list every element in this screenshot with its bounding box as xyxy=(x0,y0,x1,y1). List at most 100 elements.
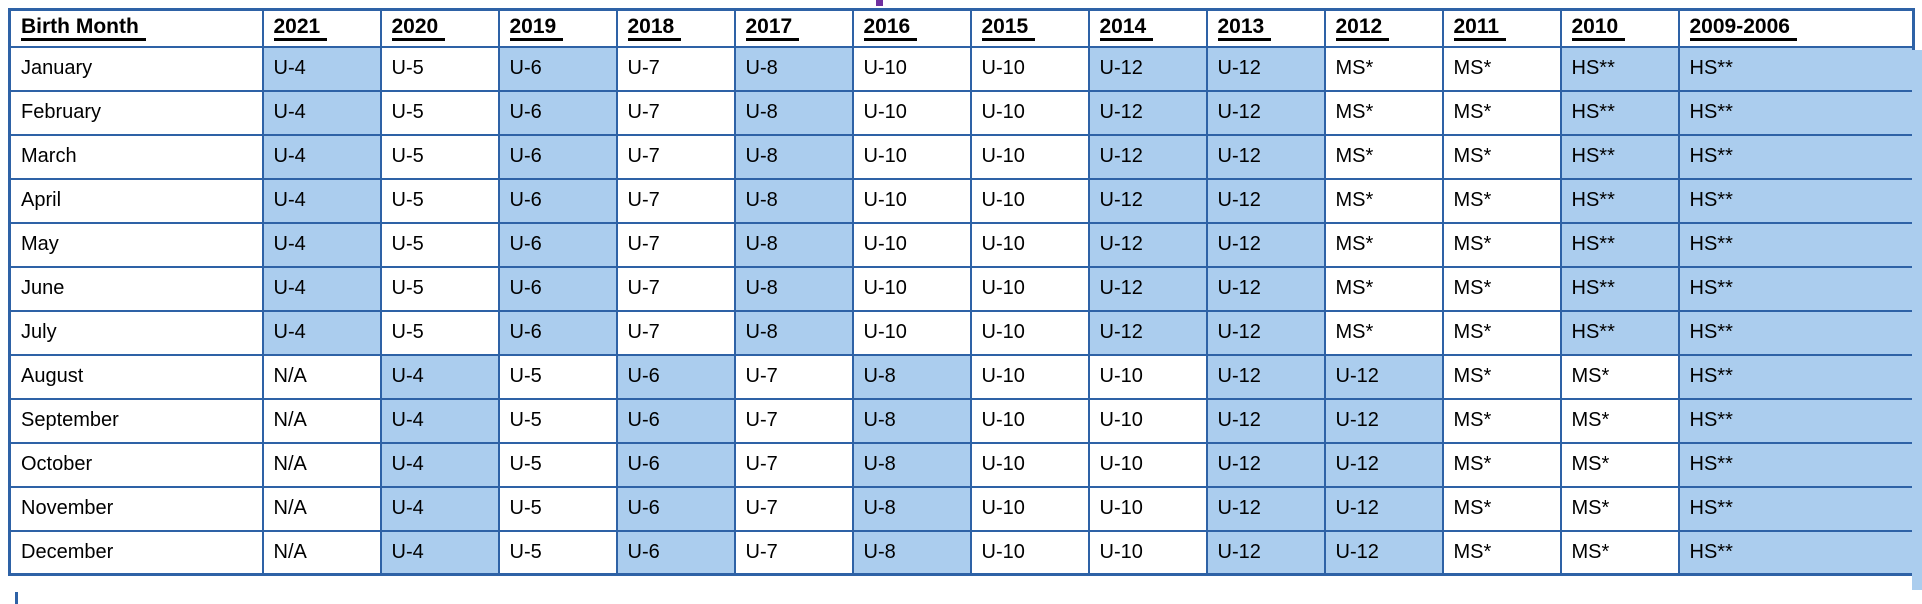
cell-december-2021: N/A xyxy=(261,529,382,576)
table-row-july: July U-4 U-5 U-6 U-7 U-8 U-10 U-10 U-12 U-12 MS* MS… xyxy=(8,309,1915,356)
table-row-may: May U-4 U-5 U-6 U-7 U-8 U-10 U-10 U-12 U-12 MS* MS*… xyxy=(8,221,1915,268)
column-header-2019: 2019 xyxy=(497,8,618,48)
table-row-february: February U-4 U-5 U-6 U-7 U-8 U-10 U-10 U-12 U-12 M… xyxy=(8,89,1915,136)
column-header-label: 2009-2006 xyxy=(1689,15,1797,42)
cell-june-2012: MS* xyxy=(1323,265,1444,312)
cell-april-2012: MS* xyxy=(1323,177,1444,224)
cell-may-2011: MS* xyxy=(1441,221,1562,268)
cell-february-2019: U-6 xyxy=(497,89,618,136)
cell-november-2012: U-12 xyxy=(1323,485,1444,532)
column-header-label: Birth Month xyxy=(21,15,146,42)
column-header-label: 2018 xyxy=(627,15,682,42)
cell-september-2018: U-6 xyxy=(615,397,736,444)
month-cell-march: March xyxy=(8,133,264,180)
cell-november-2009-2006: HS** xyxy=(1677,485,1915,532)
column-header-2009-2006: 2009-2006 xyxy=(1677,8,1915,48)
cell-november-2011: MS* xyxy=(1441,485,1562,532)
cell-december-2019: U-5 xyxy=(497,529,618,576)
cell-september-2013: U-12 xyxy=(1205,397,1326,444)
cell-september-2021: N/A xyxy=(261,397,382,444)
cell-december-2016: U-8 xyxy=(851,529,972,576)
cell-august-2016: U-8 xyxy=(851,353,972,400)
month-cell-may: May xyxy=(8,221,264,268)
column-header-label: 2017 xyxy=(745,15,800,42)
month-cell-february: February xyxy=(8,89,264,136)
cell-june-2016: U-10 xyxy=(851,265,972,312)
cell-february-2021: U-4 xyxy=(261,89,382,136)
column-header-label: 2016 xyxy=(863,15,918,42)
cell-february-2016: U-10 xyxy=(851,89,972,136)
cell-february-2010: HS** xyxy=(1559,89,1680,136)
cell-january-2011: MS* xyxy=(1441,45,1562,92)
cell-february-2009-2006: HS** xyxy=(1677,89,1915,136)
cell-august-2011: MS* xyxy=(1441,353,1562,400)
cell-september-2010: MS* xyxy=(1559,397,1680,444)
column-header-2013: 2013 xyxy=(1205,8,1326,48)
month-cell-september: September xyxy=(8,397,264,444)
cell-may-2021: U-4 xyxy=(261,221,382,268)
cell-june-2017: U-8 xyxy=(733,265,854,312)
cell-october-2013: U-12 xyxy=(1205,441,1326,488)
cell-september-2020: U-4 xyxy=(379,397,500,444)
column-header-2020: 2020 xyxy=(379,8,500,48)
cell-october-2016: U-8 xyxy=(851,441,972,488)
cell-may-2015: U-10 xyxy=(969,221,1090,268)
column-header-2014: 2014 xyxy=(1087,8,1208,48)
cut-off-title-fragment xyxy=(876,0,883,6)
cell-july-2012: MS* xyxy=(1323,309,1444,356)
cell-january-2019: U-6 xyxy=(497,45,618,92)
cut-off-lower-table-fragment xyxy=(15,592,18,604)
cell-august-2017: U-7 xyxy=(733,353,854,400)
cell-august-2015: U-10 xyxy=(969,353,1090,400)
cell-october-2014: U-10 xyxy=(1087,441,1208,488)
cell-march-2009-2006: HS** xyxy=(1677,133,1915,180)
cell-may-2012: MS* xyxy=(1323,221,1444,268)
cell-march-2011: MS* xyxy=(1441,133,1562,180)
cell-september-2016: U-8 xyxy=(851,397,972,444)
cell-april-2010: HS** xyxy=(1559,177,1680,224)
cell-march-2016: U-10 xyxy=(851,133,972,180)
cell-december-2013: U-12 xyxy=(1205,529,1326,576)
column-header-birth-month: Birth Month xyxy=(8,8,264,48)
table-row-october: October N/A U-4 U-5 U-6 U-7 U-8 U-10 U-10 U-12 U-1… xyxy=(8,441,1915,488)
month-cell-october: October xyxy=(8,441,264,488)
column-header-2021: 2021 xyxy=(261,8,382,48)
cell-june-2021: U-4 xyxy=(261,265,382,312)
cell-april-2014: U-12 xyxy=(1087,177,1208,224)
cell-november-2017: U-7 xyxy=(733,485,854,532)
cell-february-2014: U-12 xyxy=(1087,89,1208,136)
cell-may-2014: U-12 xyxy=(1087,221,1208,268)
cell-october-2020: U-4 xyxy=(379,441,500,488)
cell-august-2010: MS* xyxy=(1559,353,1680,400)
column-header-label: 2021 xyxy=(273,15,328,42)
cell-november-2016: U-8 xyxy=(851,485,972,532)
column-header-label: 2011 xyxy=(1453,15,1507,42)
column-header-2010: 2010 xyxy=(1559,8,1680,48)
column-header-label: 2010 xyxy=(1571,15,1626,42)
cell-april-2011: MS* xyxy=(1441,177,1562,224)
cell-october-2018: U-6 xyxy=(615,441,736,488)
cell-march-2015: U-10 xyxy=(969,133,1090,180)
cell-september-2011: MS* xyxy=(1441,397,1562,444)
cell-june-2015: U-10 xyxy=(969,265,1090,312)
cell-december-2009-2006: HS** xyxy=(1677,529,1915,576)
cell-february-2011: MS* xyxy=(1441,89,1562,136)
cell-april-2009-2006: HS** xyxy=(1677,177,1915,224)
cell-may-2009-2006: HS** xyxy=(1677,221,1915,268)
cell-june-2019: U-6 xyxy=(497,265,618,312)
table-row-december: December N/A U-4 U-5 U-6 U-7 U-8 U-10 U-10 U-12 U-… xyxy=(8,529,1915,576)
cell-april-2017: U-8 xyxy=(733,177,854,224)
cell-september-2015: U-10 xyxy=(969,397,1090,444)
cell-november-2019: U-5 xyxy=(497,485,618,532)
cell-march-2010: HS** xyxy=(1559,133,1680,180)
cell-august-2012: U-12 xyxy=(1323,353,1444,400)
column-header-2012: 2012 xyxy=(1323,8,1444,48)
cell-july-2016: U-10 xyxy=(851,309,972,356)
cell-october-2012: U-12 xyxy=(1323,441,1444,488)
cell-july-2013: U-12 xyxy=(1205,309,1326,356)
cell-july-2017: U-8 xyxy=(733,309,854,356)
cell-december-2018: U-6 xyxy=(615,529,736,576)
cell-june-2020: U-5 xyxy=(379,265,500,312)
cell-january-2009-2006: HS** xyxy=(1677,45,1915,92)
table-row-november: November N/A U-4 U-5 U-6 U-7 U-8 U-10 U-10 U-12 U-… xyxy=(8,485,1915,532)
